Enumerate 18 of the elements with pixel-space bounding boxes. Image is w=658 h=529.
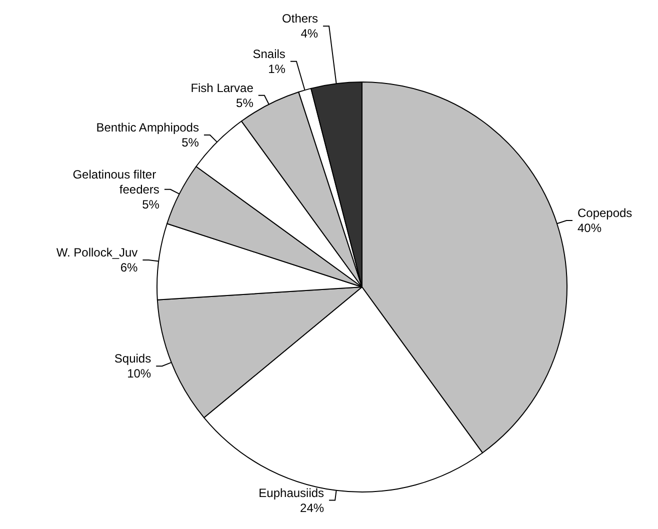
data-label: 5% bbox=[142, 197, 160, 212]
data-label: 6% bbox=[120, 260, 138, 275]
data-label: 1% bbox=[268, 62, 286, 76]
data-label: 4% bbox=[300, 26, 318, 41]
slice-label: Fish Larvae bbox=[190, 80, 254, 95]
slice-label: Squids bbox=[114, 352, 152, 366]
data-label: 40% bbox=[577, 221, 602, 236]
slice-label: Euphausiids bbox=[258, 486, 324, 500]
data-label: 5% bbox=[236, 96, 254, 110]
data-label: 10% bbox=[127, 366, 152, 381]
slice-label: Benthic Amphipods bbox=[96, 120, 199, 134]
slice-label: Gelatinous filter feeders bbox=[72, 167, 160, 196]
data-label: 24% bbox=[300, 500, 324, 515]
slice-label: W. Pollock_Juv bbox=[56, 246, 138, 260]
data-label: 5% bbox=[182, 135, 200, 150]
slice-label: Snails bbox=[252, 46, 286, 61]
slice-label: Others bbox=[282, 12, 318, 26]
slice-label: Copepods bbox=[577, 206, 632, 220]
